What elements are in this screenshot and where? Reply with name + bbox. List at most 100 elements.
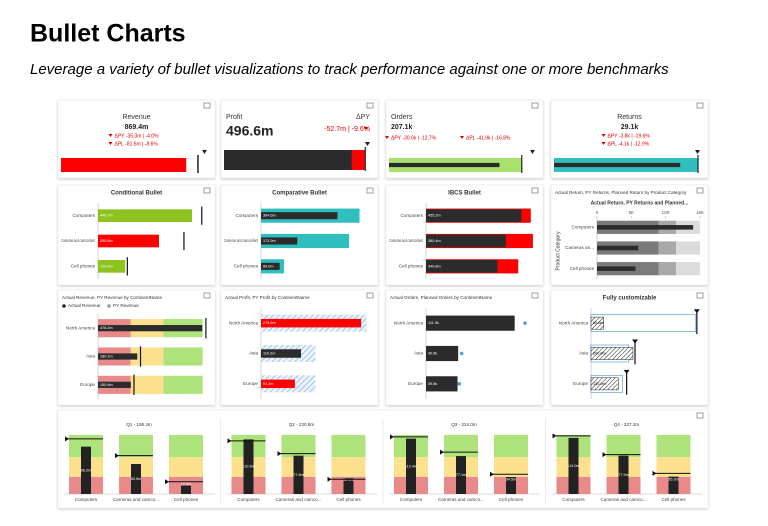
target-triangle bbox=[552, 433, 557, 439]
x-tick-label: 5K bbox=[629, 210, 635, 215]
kpi-bar bbox=[554, 162, 681, 168]
card-menu-icon bbox=[366, 292, 374, 299]
card-menu-icon bbox=[366, 102, 374, 109]
bar bbox=[668, 476, 679, 494]
category-label: Cameras and camcorders bbox=[389, 238, 423, 243]
category-label: Asia bbox=[414, 351, 423, 356]
category-label: Cameras an... bbox=[565, 245, 594, 250]
card-menu-icon bbox=[696, 102, 704, 109]
page-subtitle: Leverage a variety of bullet visualizati… bbox=[30, 61, 669, 78]
range-band bbox=[658, 262, 676, 276]
kpi-value: 29.1k bbox=[621, 124, 639, 131]
chart-title: Actual Profit, PY Profit by ContinentNam… bbox=[225, 295, 310, 300]
chart-title: Fully customizable bbox=[603, 296, 657, 302]
target-triangle bbox=[227, 438, 232, 444]
value-label: 455.2m bbox=[428, 214, 441, 218]
category-label: Europe bbox=[573, 381, 588, 386]
chart-title: Actual Orders, Planned Orders by Contine… bbox=[390, 295, 493, 300]
category-label: Europe bbox=[80, 382, 95, 387]
range-band bbox=[658, 241, 676, 255]
category-label: Cell phones bbox=[336, 497, 361, 502]
bar bbox=[261, 318, 362, 328]
category-label: Cell phones bbox=[570, 266, 595, 271]
target-triangle bbox=[652, 470, 657, 476]
delta-arrow bbox=[385, 136, 389, 139]
range-band bbox=[444, 434, 478, 458]
category-label: Computers bbox=[400, 497, 423, 502]
bar bbox=[261, 379, 295, 389]
value-label: 114.0m bbox=[567, 464, 579, 468]
target-triangle bbox=[695, 150, 700, 154]
panel-title: Q3 - 224.0m bbox=[451, 422, 477, 427]
bar bbox=[293, 455, 304, 494]
bar bbox=[343, 478, 354, 494]
value-label: 290.8m bbox=[100, 239, 113, 243]
value-label: 32.1m bbox=[343, 478, 354, 482]
target-triangle bbox=[490, 471, 494, 477]
range-band bbox=[675, 262, 700, 276]
target-triangle bbox=[623, 369, 630, 374]
target-triangle bbox=[530, 150, 535, 154]
kpi-title: Revenue bbox=[122, 114, 150, 121]
chart-subtitle: Actual Return, PY Returns and Planned... bbox=[591, 200, 689, 206]
value-label: 60.0m bbox=[593, 321, 604, 325]
bar bbox=[597, 245, 639, 251]
target-triangle bbox=[115, 453, 119, 459]
bar bbox=[181, 485, 191, 494]
target-triangle bbox=[202, 150, 207, 154]
range-band bbox=[169, 434, 203, 458]
legend-swatch bbox=[62, 304, 66, 308]
page-title: Bullet Charts bbox=[30, 20, 186, 48]
kpi-bar bbox=[224, 150, 352, 170]
bar bbox=[261, 212, 338, 220]
bar bbox=[618, 455, 629, 494]
range-band bbox=[119, 434, 153, 458]
x-tick-label: 15K bbox=[696, 210, 704, 215]
range-band bbox=[163, 375, 203, 394]
value-label: 93.2m bbox=[263, 382, 274, 386]
kpi-delta: -52.7m | -9.6% bbox=[324, 126, 370, 133]
kpi-title: Profit bbox=[226, 114, 242, 121]
target-triangle bbox=[165, 479, 169, 485]
range-band bbox=[606, 434, 641, 458]
bar bbox=[590, 347, 634, 360]
value-label: 77.9m bbox=[618, 473, 629, 477]
category-label: Cameras and camcorders bbox=[224, 238, 258, 243]
kpi-value: 869.4m bbox=[125, 124, 149, 131]
bar bbox=[590, 377, 619, 391]
delta-arrow bbox=[364, 127, 368, 130]
target-triangle bbox=[65, 436, 69, 442]
value-label: 60.9m bbox=[131, 477, 142, 481]
value-label: 380.4m bbox=[428, 239, 441, 243]
bar bbox=[406, 438, 416, 494]
bar bbox=[243, 439, 254, 494]
range-band bbox=[494, 434, 528, 458]
bar bbox=[98, 234, 159, 248]
x-tick-label: 10K bbox=[662, 210, 670, 215]
kpi-delta: ΔPY -35.3m | -4.0% bbox=[115, 133, 160, 139]
range-band bbox=[331, 434, 366, 458]
bar bbox=[590, 316, 604, 330]
bar bbox=[261, 349, 302, 358]
bar bbox=[261, 262, 280, 270]
category-label: Computers bbox=[73, 213, 96, 218]
category-label: Cell phones bbox=[499, 497, 524, 502]
category-label: Europe bbox=[243, 381, 258, 386]
category-label: Computers bbox=[236, 213, 259, 218]
target-triangle bbox=[327, 476, 332, 482]
value-label: 110.2m bbox=[263, 352, 275, 356]
target-triangle bbox=[390, 434, 394, 440]
bar bbox=[131, 464, 141, 494]
panel-title: Q1 - 198.4m bbox=[126, 422, 152, 427]
category-label: Cell phones bbox=[661, 497, 686, 502]
panel-title: Q2 - 220.8m bbox=[289, 422, 315, 427]
kpi-title: Orders bbox=[391, 114, 413, 121]
category-label: North America bbox=[559, 320, 589, 325]
range-band bbox=[130, 347, 164, 366]
value-label: 364.6m bbox=[263, 214, 276, 218]
category-label: North America bbox=[66, 325, 96, 330]
value-label: 130.0m bbox=[593, 382, 606, 386]
kpi-bar bbox=[61, 158, 187, 172]
category-label: Cell phones bbox=[399, 264, 424, 269]
kpi-delta: ΔPL -4.1k | -12.9% bbox=[608, 141, 650, 147]
